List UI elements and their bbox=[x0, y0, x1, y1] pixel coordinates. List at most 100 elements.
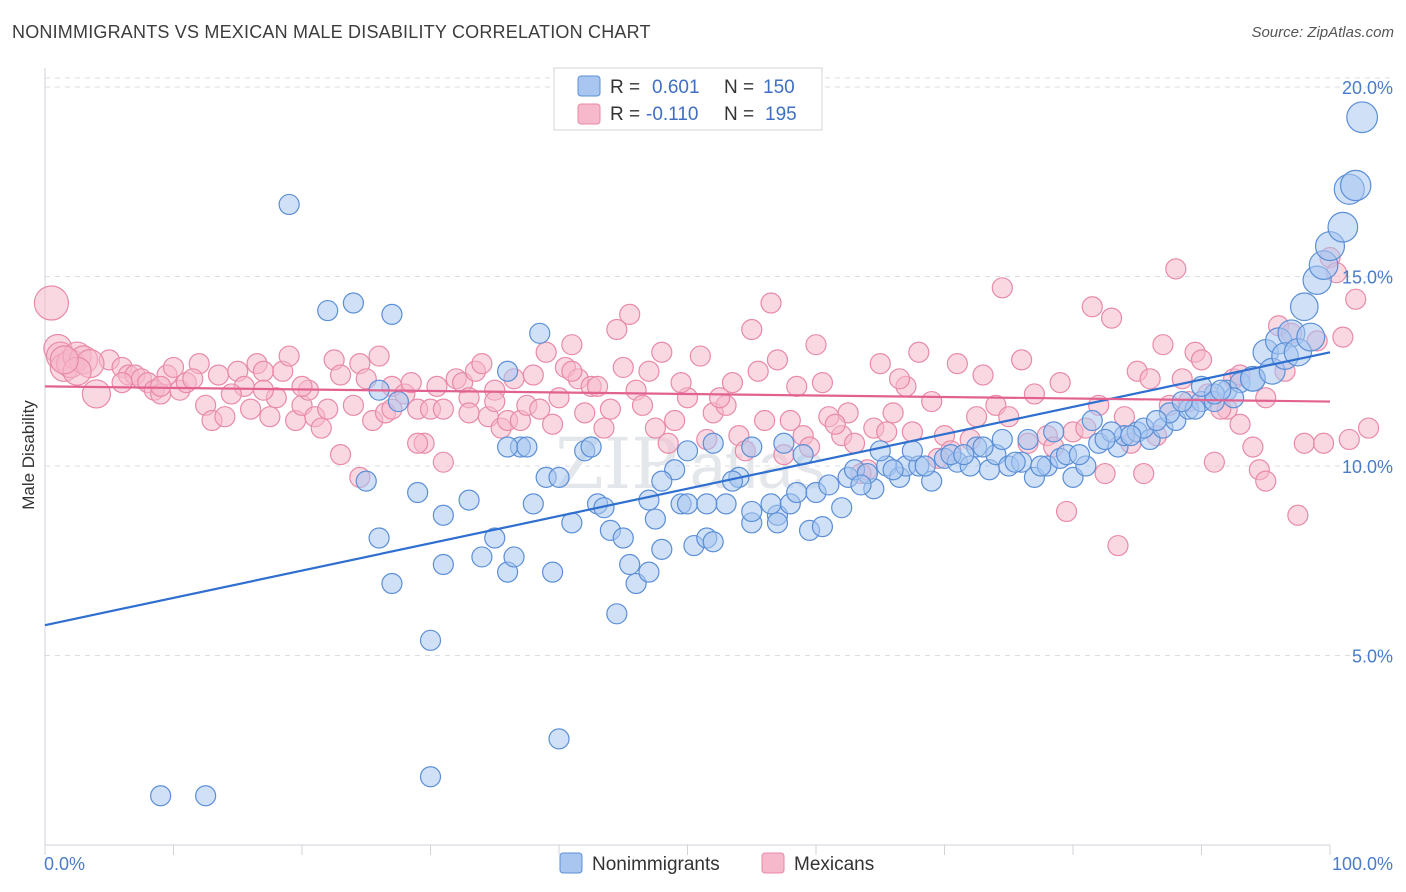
mexican-point-126 bbox=[1010, 349, 1033, 371]
mexican-point-186 bbox=[670, 371, 692, 394]
mexican-point-50 bbox=[400, 371, 422, 394]
mexican-point-87 bbox=[664, 409, 686, 432]
mexican-point-79 bbox=[606, 318, 628, 341]
mexican-point-162 bbox=[1332, 326, 1354, 348]
nonimmigrant-point-4 bbox=[419, 629, 442, 651]
mexican-point-41 bbox=[329, 364, 352, 386]
mexican-point-197 bbox=[329, 444, 352, 466]
mexican-point-168 bbox=[1255, 470, 1277, 492]
mexican-point-173 bbox=[1107, 534, 1129, 557]
nonimmigrant-point-146 bbox=[342, 292, 364, 314]
legend-r-label-2: R = bbox=[610, 104, 640, 125]
tick-labels: 5.0% 10.0% 15.0% 20.0% 0.0% 100.0% bbox=[44, 78, 1393, 874]
nonimmigrant-point-108 bbox=[1017, 428, 1039, 451]
mexican-point-200 bbox=[220, 383, 242, 405]
y-axis-title: Male Disability bbox=[19, 400, 38, 510]
nonimmigrant-point-129 bbox=[882, 459, 904, 481]
nonimmigrant-point-90 bbox=[1327, 211, 1359, 243]
nonimmigrant-point-148 bbox=[529, 322, 551, 344]
mexican-point-202 bbox=[150, 375, 172, 397]
nonimmigrant-point-19 bbox=[484, 527, 506, 549]
mexican-point-70 bbox=[541, 413, 564, 435]
nonimmigrant-point-45 bbox=[355, 470, 377, 492]
mexican-point-146 bbox=[1190, 349, 1213, 371]
mexican-point-17 bbox=[162, 356, 185, 379]
mexican-point-127 bbox=[1023, 383, 1046, 405]
nonimmigrant-point-38 bbox=[831, 497, 853, 519]
mexican-point-101 bbox=[786, 375, 808, 397]
nonimmigrant-point-107 bbox=[991, 428, 1013, 451]
nonimmigrant-point-24 bbox=[644, 508, 666, 530]
nonimmigrant-point-13 bbox=[503, 546, 525, 568]
nonimmigrants-trend-line bbox=[44, 351, 1331, 627]
nonimmigrant-point-128 bbox=[850, 474, 872, 496]
nonimmigrant-point-130 bbox=[914, 455, 936, 477]
nonimmigrant-point-122 bbox=[651, 470, 673, 492]
nonimmigrant-point-126 bbox=[766, 512, 789, 534]
x-tick-label-min: 0.0% bbox=[44, 854, 85, 874]
mexican-point-55 bbox=[432, 451, 454, 473]
nonimmigrants-points bbox=[150, 101, 1379, 807]
mexican-point-100 bbox=[779, 409, 801, 432]
chart-title: NONIMMIGRANTS VS MEXICAN MALE DISABILITY… bbox=[12, 22, 651, 42]
bottom-legend-mexicans: Mexicans bbox=[794, 854, 874, 875]
nonimmigrant-point-1 bbox=[195, 785, 217, 807]
nonimmigrant-point-12 bbox=[432, 553, 454, 576]
source-label: Source: ZipAtlas.com bbox=[1251, 24, 1394, 41]
mexican-point-179 bbox=[888, 368, 911, 390]
mexican-point-135 bbox=[1100, 307, 1123, 329]
mexican-point-116 bbox=[908, 341, 930, 363]
mexican-point-104 bbox=[811, 371, 834, 394]
mexican-point-125 bbox=[998, 406, 1020, 428]
nonimmigrant-point-147 bbox=[381, 303, 403, 325]
nonimmigrant-point-123 bbox=[696, 493, 718, 515]
legend-n-label-1: N = bbox=[724, 77, 754, 98]
x-tick-label-max: 100.0% bbox=[1332, 854, 1393, 874]
mexican-point-93 bbox=[721, 371, 744, 394]
nonimmigrant-point-22 bbox=[612, 527, 634, 549]
nonimmigrant-point-0 bbox=[150, 785, 172, 807]
mexican-point-192 bbox=[458, 402, 480, 424]
mexican-point-103 bbox=[805, 334, 827, 356]
legend-swatch-pink bbox=[577, 103, 601, 125]
nonimmigrant-point-104 bbox=[869, 440, 891, 462]
mexican-point-111 bbox=[869, 353, 891, 375]
nonimmigrant-point-99 bbox=[676, 440, 699, 462]
legend-r-label-1: R = bbox=[610, 77, 640, 98]
mexican-point-117 bbox=[921, 390, 943, 413]
legend-n-value-2: 195 bbox=[765, 104, 797, 125]
mexican-point-24 bbox=[214, 406, 236, 428]
mexican-point-181 bbox=[824, 413, 846, 435]
mexican-point-189 bbox=[561, 360, 583, 382]
mexican-point-174 bbox=[1094, 462, 1116, 485]
nonimmigrant-point-139 bbox=[1120, 425, 1142, 447]
mexican-point-84 bbox=[644, 417, 666, 439]
nonimmigrant-point-101 bbox=[741, 436, 763, 458]
mexican-point-33 bbox=[278, 345, 300, 367]
mexican-point-152 bbox=[1242, 436, 1264, 458]
stats-legend: R = 0.601 N = 150 R = -0.110 N = 195 bbox=[553, 67, 823, 131]
mexican-point-198 bbox=[291, 375, 313, 397]
mexican-point-206 bbox=[49, 345, 79, 375]
mexican-point-165 bbox=[1338, 428, 1360, 451]
series-legend: Nonimmigrants Mexicans bbox=[559, 852, 874, 875]
mexican-point-124 bbox=[991, 277, 1013, 299]
mexican-point-163 bbox=[1345, 288, 1367, 310]
nonimmigrant-point-15 bbox=[651, 538, 673, 560]
nonimmigrant-point-28 bbox=[811, 516, 834, 538]
legend-r-value-2: -0.110 bbox=[646, 104, 698, 125]
nonimmigrant-point-2 bbox=[419, 766, 442, 788]
nonimmigrant-point-121 bbox=[1296, 322, 1326, 352]
y-tick-label-20: 20.0% bbox=[1342, 78, 1393, 98]
mexican-point-78 bbox=[599, 398, 622, 420]
mexican-point-39 bbox=[317, 398, 339, 420]
nonimmigrant-point-43 bbox=[458, 489, 480, 511]
nonimmigrant-point-44 bbox=[407, 481, 429, 504]
nonimmigrant-point-8 bbox=[638, 561, 660, 583]
mexican-point-166 bbox=[1312, 432, 1335, 454]
nonimmigrant-point-6 bbox=[381, 572, 403, 595]
mexican-point-167 bbox=[1287, 504, 1309, 526]
nonimmigrant-point-134 bbox=[1004, 451, 1026, 473]
nonimmigrant-point-11 bbox=[471, 546, 493, 568]
